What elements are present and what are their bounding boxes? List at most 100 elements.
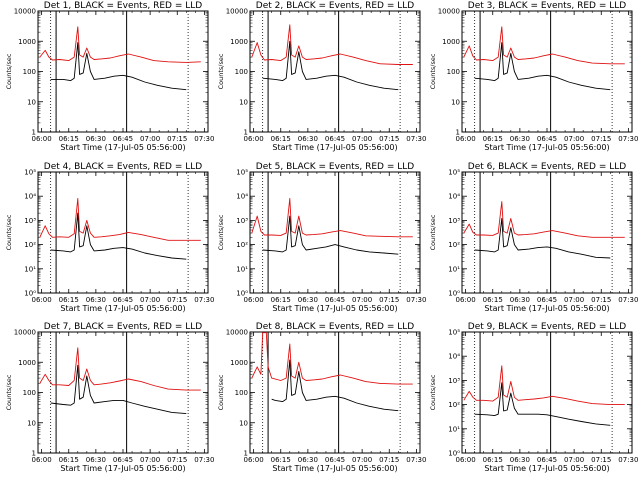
x-tick-label: 06:45 <box>325 135 345 143</box>
x-axis-label: Start Time (17-Jul-05 05:56:00) <box>484 143 609 152</box>
x-tick-label: 06:45 <box>113 135 133 143</box>
series-line-events <box>474 218 611 259</box>
plot-frame <box>249 171 421 294</box>
series-line-lld <box>251 24 413 65</box>
y-tick-label: 10⁰ <box>448 290 460 298</box>
x-tick-label: 07:30 <box>194 456 214 464</box>
y-tick-label: 10000 <box>438 8 460 16</box>
y-axis-label: Counts/sec <box>429 214 437 250</box>
y-tick-label: 10¹ <box>448 265 460 273</box>
y-tick-label: 10³ <box>448 377 460 385</box>
panel-det-2: Det 2, BLACK = Events, RED = LLD 06:00 06:… <box>217 1 426 152</box>
plot-frame <box>461 171 633 294</box>
plot-area <box>39 332 201 453</box>
x-tick-label: 07:30 <box>618 135 638 143</box>
y-axis-label: Counts/sec <box>5 53 13 89</box>
x-tick-label: 07:00 <box>140 135 160 143</box>
plot-frame <box>249 331 421 454</box>
plot-frame <box>37 171 209 294</box>
x-tick-label: 07:30 <box>618 296 638 304</box>
x-tick-label: 06:30 <box>86 456 106 464</box>
series-line-lld <box>463 26 625 65</box>
x-tick-label: 06:45 <box>325 456 345 464</box>
plot-frame <box>461 10 633 133</box>
x-tick-label: 06:45 <box>537 456 557 464</box>
y-tick-label: 1 <box>244 450 248 458</box>
series-line-events <box>262 215 399 255</box>
y-axis-label: Counts/sec <box>217 214 225 250</box>
series-line-lld <box>463 201 625 238</box>
plot-area <box>463 332 625 453</box>
plot-area <box>251 11 413 132</box>
x-tick-label: 07:15 <box>379 135 399 143</box>
plot-frame <box>461 331 633 454</box>
plot-frame <box>249 10 421 133</box>
y-tick-label: 10² <box>448 401 460 409</box>
x-axis-label: Start Time (17-Jul-05 05:56:00) <box>272 464 397 473</box>
x-tick-label: 07:00 <box>564 296 584 304</box>
x-tick-label: 07:30 <box>406 135 426 143</box>
x-tick-label: 07:15 <box>591 135 611 143</box>
y-tick-label: 10³ <box>448 217 460 225</box>
y-tick-label: 10⁰ <box>24 290 36 298</box>
panel-det-6: Det 6, BLACK = Events, RED = LLD 06:00 06:… <box>429 162 638 313</box>
panel-title: Det 5, BLACK = Events, RED = LLD <box>256 162 415 172</box>
panel-title: Det 4, BLACK = Events, RED = LLD <box>44 162 203 172</box>
x-tick-label: 06:30 <box>510 135 530 143</box>
x-tick-label: 06:30 <box>510 456 530 464</box>
x-tick-label: 07:00 <box>564 456 584 464</box>
y-tick-label: 1000 <box>442 38 460 46</box>
y-tick-label: 1 <box>456 129 460 137</box>
panel-title: Det 1, BLACK = Events, RED = LLD <box>44 1 203 11</box>
x-tick-label: 06:00 <box>456 135 476 143</box>
panel-det-3: Det 3, BLACK = Events, RED = LLD 06:00 06:… <box>429 1 638 152</box>
y-tick-label: 10000 <box>226 329 248 337</box>
x-tick-label: 07:15 <box>167 456 187 464</box>
y-tick-label: 10 <box>239 98 248 106</box>
x-tick-label: 06:15 <box>59 456 79 464</box>
x-axis-label: Start Time (17-Jul-05 05:56:00) <box>484 464 609 473</box>
y-axis-label: Counts/sec <box>429 374 437 410</box>
x-tick-label: 07:00 <box>352 296 372 304</box>
series-line-events <box>50 212 187 260</box>
y-axis-label: Counts/sec <box>217 374 225 410</box>
panel-det-1: Det 1, BLACK = Events, RED = LLD 06:00 06:… <box>5 1 214 152</box>
x-tick-label: 06:30 <box>86 135 106 143</box>
y-tick-label: 100 <box>235 68 248 76</box>
series-line-events <box>271 359 399 412</box>
x-tick-label: 06:45 <box>537 296 557 304</box>
y-tick-label: 100 <box>23 389 36 397</box>
y-tick-label: 10⁴ <box>24 193 36 201</box>
series-line-events <box>50 364 187 415</box>
x-tick-label: 07:15 <box>591 296 611 304</box>
x-axis-label: Start Time (17-Jul-05 05:56:00) <box>272 143 397 152</box>
y-tick-label: 10000 <box>14 8 36 16</box>
y-tick-label: 10⁴ <box>236 193 248 201</box>
x-tick-label: 06:00 <box>244 456 264 464</box>
y-tick-label: 10 <box>239 419 248 427</box>
x-tick-label: 06:00 <box>244 135 264 143</box>
x-tick-label: 06:00 <box>456 296 476 304</box>
x-axis-label: Start Time (17-Jul-05 05:56:00) <box>60 464 185 473</box>
x-tick-label: 07:30 <box>194 296 214 304</box>
x-tick-label: 06:15 <box>59 296 79 304</box>
panel-det-8: Det 8, BLACK = Events, RED = LLD 06:00 06:… <box>217 322 426 473</box>
series-line-events <box>474 42 611 91</box>
y-tick-label: 10 <box>451 98 460 106</box>
panel-det-9: Det 9, BLACK = Events, RED = LLD 06:00 06:… <box>429 322 638 473</box>
x-tick-label: 07:00 <box>352 456 372 464</box>
y-tick-label: 10¹ <box>236 265 248 273</box>
series-line-lld <box>251 332 413 385</box>
x-tick-label: 07:30 <box>618 456 638 464</box>
x-tick-label: 06:15 <box>483 135 503 143</box>
panel-det-4: Det 4, BLACK = Events, RED = LLD 06:00 06:… <box>5 162 214 313</box>
x-tick-label: 06:30 <box>298 456 318 464</box>
plot-frame <box>37 331 209 454</box>
x-tick-label: 07:15 <box>379 296 399 304</box>
x-tick-label: 06:00 <box>32 135 52 143</box>
x-tick-label: 06:45 <box>113 296 133 304</box>
y-tick-label: 1000 <box>18 38 36 46</box>
y-tick-label: 10⁰ <box>236 290 248 298</box>
x-tick-label: 06:15 <box>59 135 79 143</box>
panel-title: Det 6, BLACK = Events, RED = LLD <box>468 162 627 172</box>
